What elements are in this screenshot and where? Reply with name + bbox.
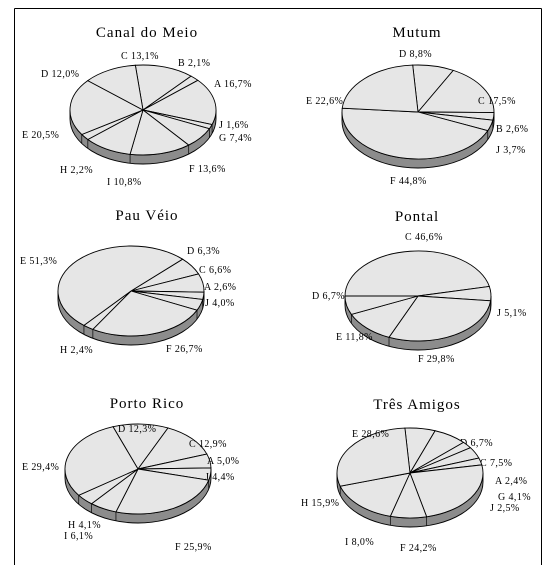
pie-slice-label: C 17,5% [478,96,516,107]
pie-slice-label: E 29,4% [22,462,59,473]
pie-slice-label: A 16,7% [214,79,252,90]
pie-slice-label: G 4,1% [498,492,531,503]
pie-slice-label: A 5,0% [207,456,239,467]
chart-title: Canal do Meio [96,25,198,41]
pie-slice-label: J 5,1% [497,308,527,319]
pie-slice-D [344,295,419,315]
chart-title: Mutum [392,25,441,41]
chart-title: Pau Véio [115,208,178,224]
pies-layer: C 13,1% B 2,1% A 16,7% J 1,6% G 7,4% F 13,6% I… [20,49,531,554]
pie-slice-E [341,64,419,113]
pie-slice-F [341,107,489,160]
pie-chart-4: C 46,6% J 5,1% F 29,8% E 11,8% D 6,7% [312,232,527,365]
pie-chart-6: D 6,7% C 7,5% A 2,4% G 4,1%J 2,5% F 24,2% I 8… [301,427,531,554]
pie-slice-label: D 12,0% [41,69,79,80]
pie-slice-label: I 6,1% [64,531,93,542]
pie-slice-label: C 13,1% [121,51,159,62]
pie-slice-D [86,64,144,111]
pie-slice-E [69,80,145,136]
pie-slice-label: E 51,3% [20,256,57,267]
pie-slice-label: I 8,0% [345,537,374,548]
pie-slice-label: G 7,4% [219,133,252,144]
pie-slice-label: E 28,6% [352,429,389,440]
pie-slice-E [64,426,139,496]
pie-slice-label: D 6,7% [460,438,493,449]
pie-chart-5: D 12,3% C 12,9% A 5,0% J 4,4% F 25,9% I 6,1%H… [22,423,239,553]
pie-slice-label: J 4,4% [205,472,235,483]
pie-slice-label: F 26,7% [166,344,203,355]
pie-slice-label: A 2,4% [495,476,527,487]
pie-slice-label: C 6,6% [199,265,231,276]
chart-title: Pontal [395,209,439,225]
pie-slice-F [115,468,210,515]
pie-slice-E [57,245,184,326]
pie-slice-label: A 2,6% [204,282,236,293]
pie-chart-2: D 8,8% C 17,5% B 2,6% J 3,7% F 44,8% E 22,6% [306,49,528,187]
pie-slice-label: H 2,4% [60,345,93,356]
pie-slice-label: F 29,8% [418,354,455,365]
pie-slice-C [344,250,490,297]
pie-slice-C [136,427,208,470]
pie-slice-label: F 24,2% [400,543,437,554]
pie-slice-label: C 7,5% [480,458,512,469]
pie-slice-label: I 10,8% [107,177,141,188]
pie-slice-label: J 4,0% [205,298,235,309]
pie-slice-label: E 22,6% [306,96,343,107]
pie-slice-H [339,472,411,517]
pie-slice-E [336,427,411,487]
pie-slice-label: D 12,3% [118,424,156,435]
pie-slice-label: H 2,2% [60,165,93,176]
pie-slice-label: E 11,8% [336,332,373,343]
pie-slice-label: B 2,1% [178,58,210,69]
pie-slice-label: E 20,5% [22,130,59,141]
pie-slice-label: D 6,3% [187,246,220,257]
pie-slice-label: J 3,7% [496,145,526,156]
pie-slice-label: F 13,6% [189,164,226,175]
pie-slice-label: F 44,8% [390,176,427,187]
pie-slice-label: B 2,6% [496,124,528,135]
pie-slice-label: J 2,5% [490,503,520,514]
pie-chart-1: C 13,1% B 2,1% A 16,7% J 1,6% G 7,4% F 13,6% I… [22,51,252,188]
pie-slice-F [388,295,492,342]
pie-slice-label: D 6,7% [312,291,345,302]
chart-title: Três Amigos [373,397,461,413]
pie-slice-label: C 12,9% [189,439,227,450]
pie-chart-3: D 6,3% C 6,6% A 2,6% J 4,0% F 26,7% H 2,4% E 5… [20,245,236,356]
chart-title: Porto Rico [110,396,185,412]
pie-slice-F [92,290,198,337]
pie-slice-label: C 46,6% [405,232,443,243]
pie-slice-label: F 25,9% [175,542,212,553]
pie-slice-label: J 1,6% [219,120,249,131]
pie-slice-F [409,464,484,518]
pie-slice-label: H 4,1% [68,520,101,531]
pie-slice-label: D 8,8% [399,49,432,60]
pie-slice-label: H 15,9% [301,498,339,509]
pie-slice-F [129,109,190,156]
pie-slice-C [417,69,495,114]
pie-slice-C [134,64,192,111]
